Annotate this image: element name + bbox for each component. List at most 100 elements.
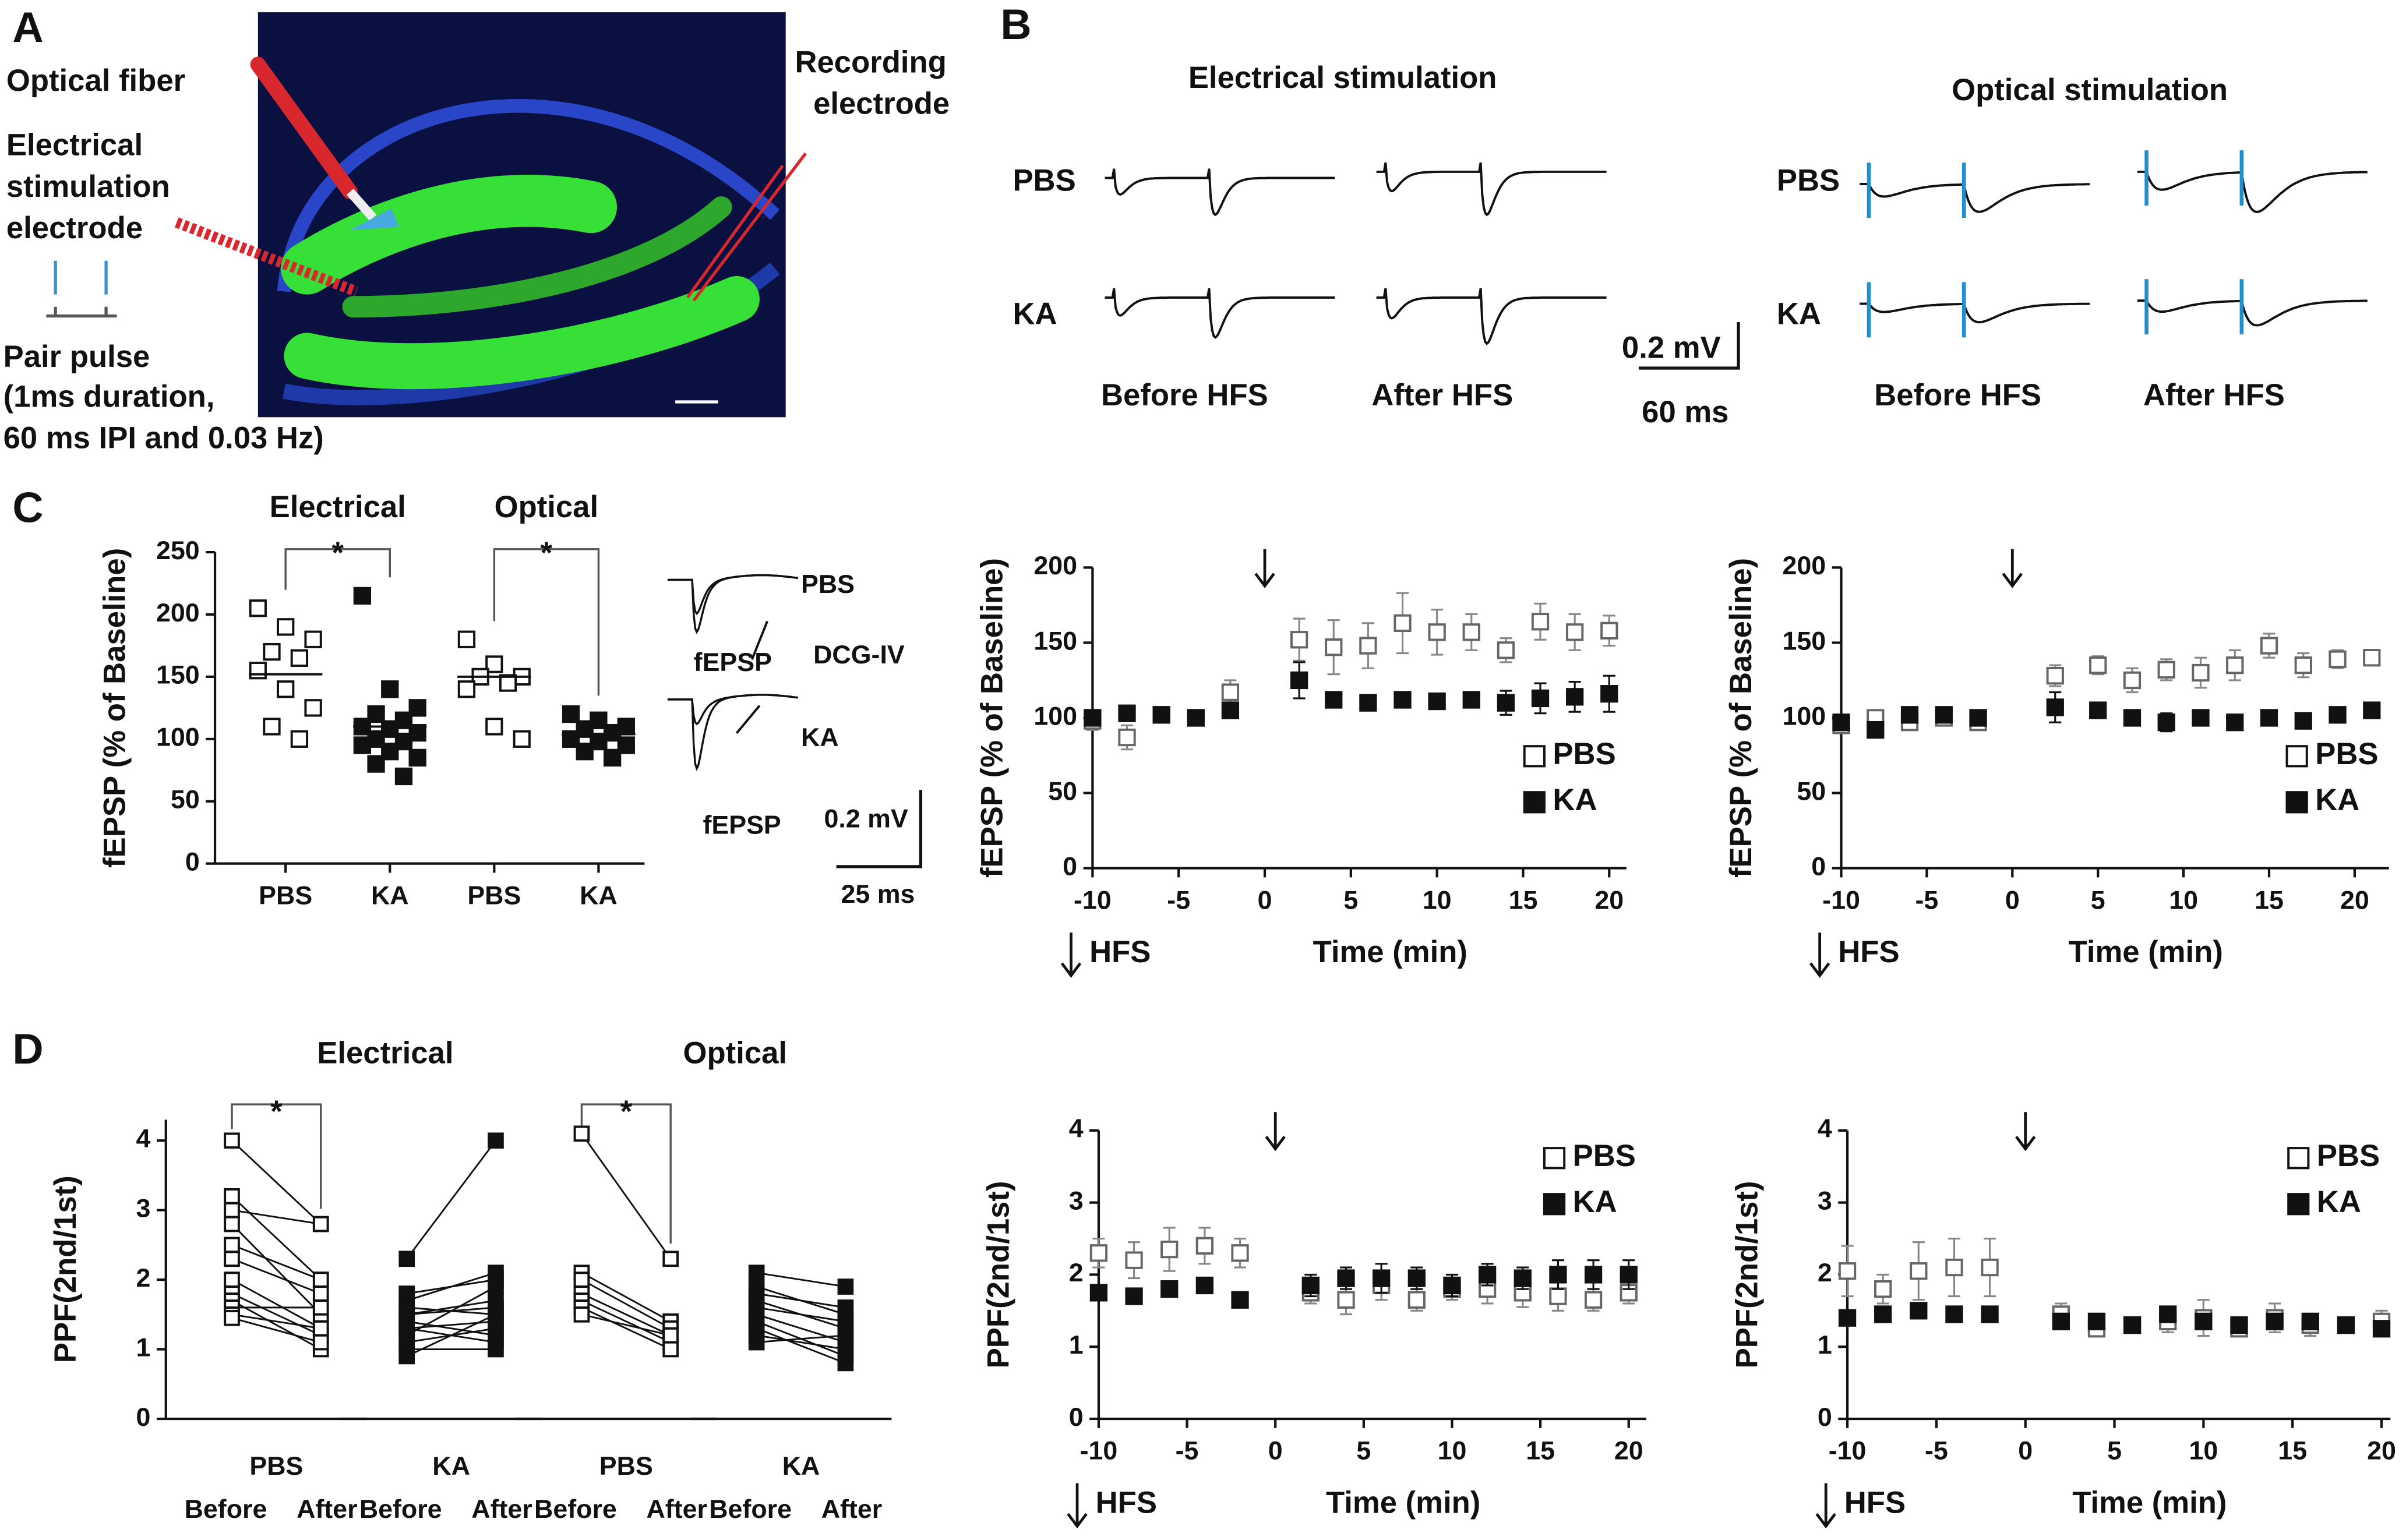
point	[485, 718, 503, 736]
point	[312, 1334, 329, 1351]
point	[488, 1334, 504, 1351]
marker	[1874, 1280, 1892, 1298]
pair-line	[581, 1306, 671, 1350]
scale-label: 0.2 mV	[1622, 330, 1721, 365]
annotation: HFS	[1089, 935, 1151, 969]
x-tick-label: -10	[1829, 1436, 1867, 1465]
significance: *	[331, 536, 344, 570]
pair-line	[231, 1195, 322, 1281]
light-cone	[350, 209, 400, 231]
pair-line	[756, 1334, 846, 1350]
marker	[2363, 701, 2381, 719]
point	[513, 730, 531, 748]
x-tick-label: 20	[1594, 885, 1624, 914]
x-tick-label: 15	[1526, 1436, 1555, 1465]
labels: A Optical fiber Electrical stimulation e…	[3, 0, 2285, 1073]
y-tick-label: 1	[136, 1333, 151, 1362]
point	[408, 748, 426, 767]
pair-line	[231, 1209, 321, 1225]
point	[249, 662, 267, 680]
point	[290, 649, 309, 667]
hfs-arrow	[1265, 1112, 1286, 1152]
significance-bracket	[493, 548, 600, 696]
pair-line	[231, 1140, 322, 1225]
x-tick-label: 10	[1423, 885, 1452, 914]
y-tick-label: 1	[1069, 1330, 1084, 1359]
inset-label: fEPSP	[694, 648, 772, 677]
pair-line	[581, 1278, 671, 1329]
marker	[1462, 623, 1480, 641]
hfs-arrow	[1254, 549, 1275, 588]
legend-label: KA	[1573, 1185, 1617, 1219]
point	[837, 1299, 854, 1316]
marker	[1407, 1269, 1426, 1287]
point	[224, 1132, 240, 1149]
ca3-band	[342, 196, 732, 318]
significance: *	[270, 1094, 283, 1129]
row-label: PBS	[1013, 163, 1075, 197]
marker	[2157, 714, 2175, 732]
trace	[1376, 288, 1607, 345]
annotation: HFS	[1096, 1485, 1157, 1520]
col-label: Before HFS	[1874, 378, 2041, 412]
point	[290, 730, 309, 748]
x-axis-label: Time (min)	[1313, 935, 1467, 969]
panel-label: D	[12, 1025, 43, 1073]
green-band	[281, 175, 618, 295]
marker	[2192, 709, 2210, 727]
marker	[1584, 1291, 1603, 1309]
recording-electrode	[686, 164, 784, 299]
point	[562, 705, 580, 723]
marker	[1945, 1305, 1963, 1323]
point	[312, 1320, 329, 1337]
marker	[1152, 706, 1170, 724]
panel-label: A	[12, 3, 43, 51]
condition-label: After	[821, 1495, 882, 1524]
marker	[1620, 1266, 1638, 1284]
marker	[2294, 712, 2312, 730]
group-title: Electrical	[317, 1036, 453, 1071]
trace	[1860, 183, 2090, 213]
x-tick-label: 0	[1258, 885, 1272, 914]
condition-label: Before	[534, 1495, 617, 1524]
y-tick-label: 4	[1069, 1114, 1084, 1143]
marker	[1231, 1244, 1249, 1262]
legend-marker	[1523, 791, 1546, 814]
point	[312, 1285, 329, 1302]
y-axis-label: PPF(2nd/1st)	[981, 1181, 1015, 1368]
point	[312, 1299, 329, 1316]
label: stimulation	[6, 169, 170, 204]
marker	[1443, 1276, 1461, 1295]
significance-bracket	[231, 1103, 322, 1209]
marker	[1549, 1287, 1567, 1305]
pair-line	[756, 1327, 846, 1364]
point	[277, 680, 295, 698]
x-tick-label: 0	[2018, 1436, 2033, 1465]
point	[573, 1271, 590, 1288]
marker	[2046, 667, 2064, 685]
marker	[2301, 1312, 2319, 1331]
marker	[1832, 714, 1850, 732]
x-tick-label: -10	[1080, 1436, 1118, 1465]
panel-label: B	[1000, 0, 1031, 48]
x-tick-label: 5	[2091, 885, 2105, 914]
pair-line	[756, 1306, 846, 1323]
marker	[1566, 688, 1584, 706]
label: Pair pulse	[3, 340, 150, 374]
point	[603, 748, 622, 767]
inset-label: KA	[801, 723, 839, 752]
point	[398, 1320, 415, 1337]
row-label: KA	[1777, 296, 1821, 331]
pair-line	[756, 1271, 846, 1288]
y-tick-label: 0	[185, 847, 200, 876]
label: 60 ms IPI and 0.03 Hz)	[3, 421, 324, 455]
y-tick-label: 100	[156, 723, 200, 752]
point	[367, 755, 385, 773]
marker	[1290, 671, 1308, 690]
point	[304, 699, 322, 717]
marker	[2192, 663, 2210, 682]
y-tick-label: 3	[1818, 1186, 1832, 1215]
condition-label: After	[471, 1495, 532, 1524]
marker	[2157, 660, 2175, 679]
point	[224, 1202, 240, 1218]
